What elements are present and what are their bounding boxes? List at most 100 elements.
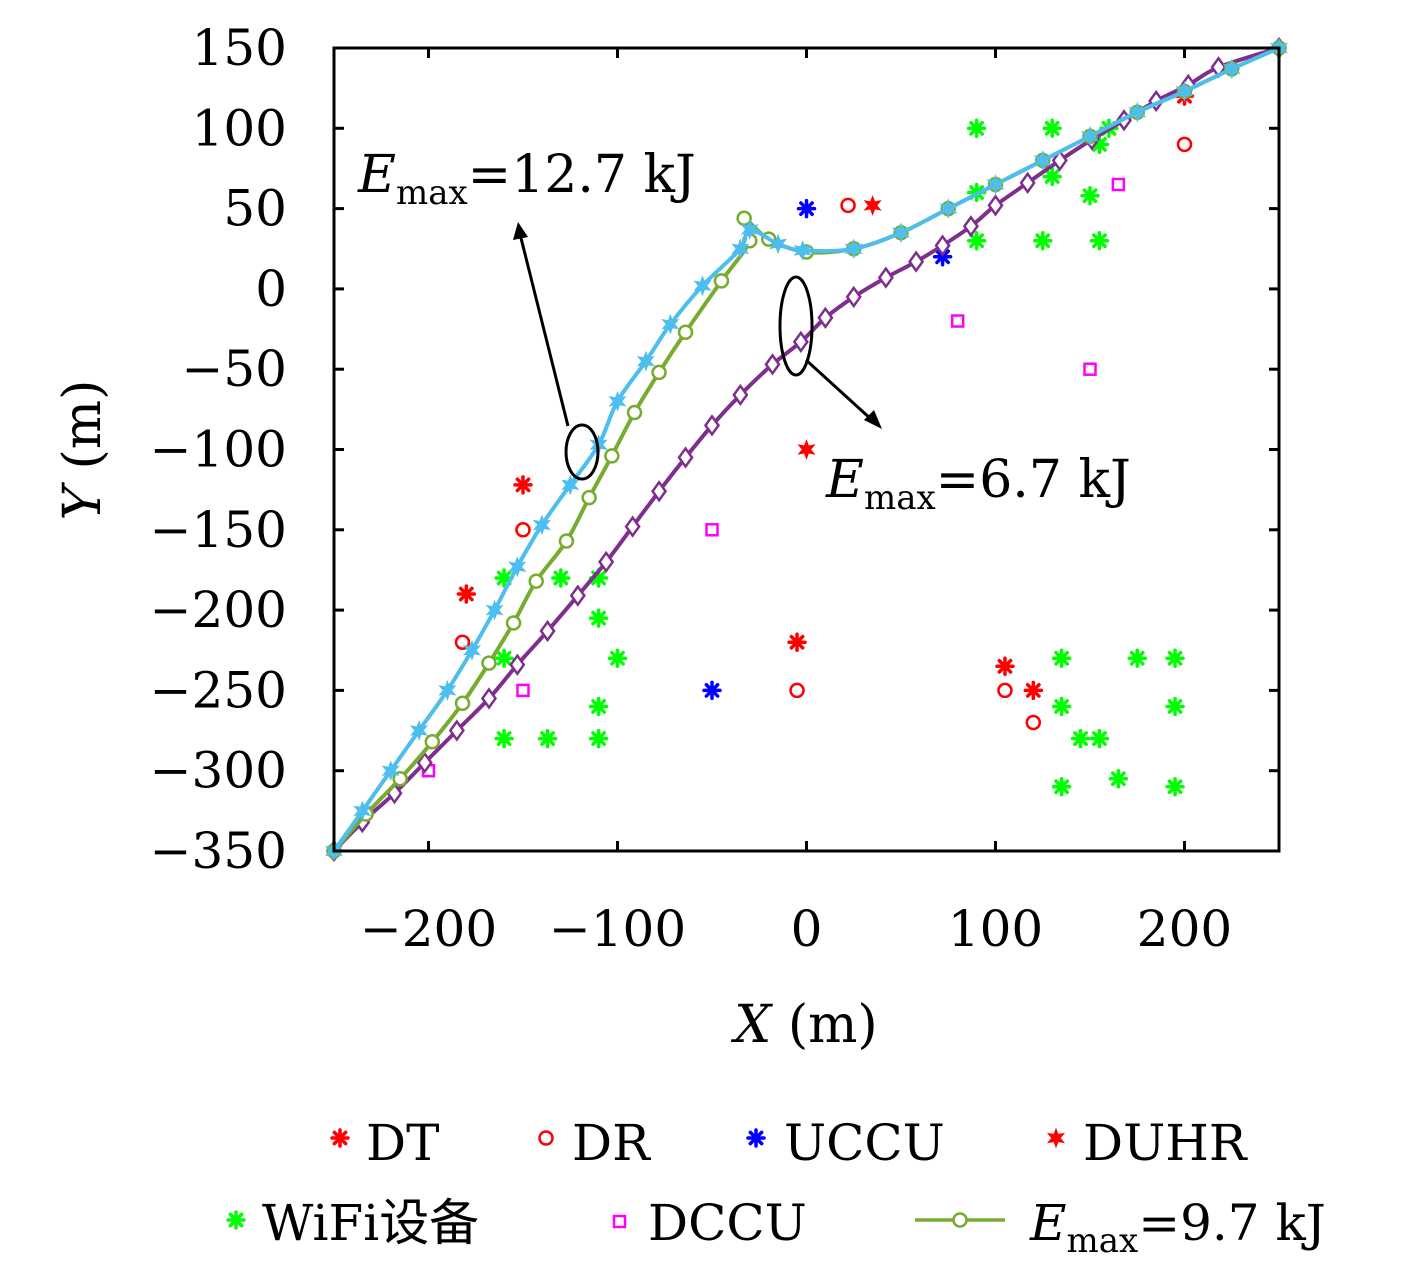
x-tick-label: 0 [791,900,823,958]
line-point-0-8 [532,514,551,536]
line-point-2-23 [987,194,1004,217]
point-asterisk-s4-10 [966,118,987,139]
point-circle-s1-6 [1176,136,1193,153]
annotation-ellipse-6-7 [778,275,814,377]
point-asterisk-s2-0 [796,198,817,219]
star-marker-icon [1046,1127,1066,1149]
y-tick-label: 50 [223,180,287,238]
line-point-0-15 [731,238,750,260]
x-tick-label: −100 [549,900,686,958]
legend-label-uccu: UCCU [784,1114,945,1172]
legend-item-dr: DR [538,1114,651,1172]
line-point-2-14 [732,383,749,407]
arrowhead-icon [864,410,882,429]
line-point-0-16 [740,219,759,240]
point-circle-s1-1 [515,522,531,538]
circle-marker-icon [952,1212,968,1228]
legend-item-dt: DT [330,1114,439,1172]
line-point-2-15 [764,353,781,376]
x-tick-label: 200 [1137,900,1232,958]
point-star6-s3-1 [863,194,882,216]
line-point-2-21 [934,234,951,257]
line-point-0-26 [1175,80,1194,102]
line-point-1-7 [528,573,544,589]
line-point-0-9 [561,474,580,496]
y-tick-label: −100 [150,421,287,479]
line-point-2-12 [677,446,694,469]
legend-item-dccu: DCCU [612,1194,807,1252]
line-point-2-25 [1051,149,1068,172]
y-tick-label: 0 [255,260,287,318]
point-asterisk-s4-6 [607,648,628,669]
line-point-1-13 [677,324,694,341]
point-asterisk-s4-27 [1165,648,1185,669]
point-asterisk-s4-22 [1051,777,1072,797]
line-point-0-13 [661,313,680,335]
y-axis-label: Y (m) [53,380,113,521]
point-square-s5-2 [705,523,719,537]
point-asterisk-s2-1 [702,680,722,701]
line-point-0-5 [462,639,482,661]
line-point-2-5 [480,687,498,710]
line-point-0-4 [438,679,457,701]
legend-item-duhr: DUHR [1046,1114,1248,1172]
line-point-2-22 [962,215,979,238]
duhr-swatch [1046,1127,1066,1149]
line-point-2-16 [792,330,809,354]
point-asterisk-s4-8 [588,728,609,749]
line-point-2-9 [598,550,615,574]
point-asterisk-s0-0 [456,584,477,604]
line-point-0-19 [844,238,863,260]
point-asterisk-s4-12 [966,230,987,251]
line-point-2-3 [416,751,433,774]
point-asterisk-s4-26 [1127,648,1147,669]
line-point-2-4 [448,719,465,742]
line-point-2-8 [569,584,586,607]
point-asterisk-s0-1 [513,475,533,495]
line-point-0-6 [485,599,504,621]
point-square-s5-4 [1083,362,1097,376]
asterisk-marker-icon [226,1210,246,1230]
line-point-2-17 [817,306,834,329]
line-point-0-25 [1128,101,1147,123]
line-point-1-10 [604,448,620,464]
legend-label-dccu: DCCU [648,1194,807,1252]
point-asterisk-s4-17 [1089,230,1110,251]
point-circle-s1-3 [840,197,856,214]
line-point-0-20 [891,222,911,244]
point-asterisk-s4-7 [588,696,609,717]
point-square-s5-1 [516,683,530,698]
line-point-0-21 [939,198,958,220]
line-point-0-24 [1080,125,1100,147]
line-point-2-19 [877,266,894,289]
arrowhead-icon [513,222,528,240]
annotation-label-12-7: Emax=12.7 kJ [357,145,696,213]
line-point-0-18 [793,239,812,261]
point-asterisk-s4-9 [537,728,558,749]
square-marker-icon [612,1214,627,1229]
y-tick-label: 150 [192,19,287,77]
line-point-2-7 [539,619,556,643]
point-circle-s1-0 [454,634,471,650]
point-asterisk-s4-21 [1051,696,1072,717]
y-tick-label: −200 [150,581,287,639]
point-asterisk-s4-1 [494,648,514,669]
line-point-1-3 [424,734,441,750]
point-asterisk-s4-16 [1080,186,1100,206]
point-asterisk-s0-3 [995,656,1015,677]
legend-label-emax-9-7: Emax=9.7 kJ [1029,1194,1326,1261]
line-point-1-11 [626,404,643,421]
x-axis-unit: (m) [788,995,878,1055]
line-point-1-2 [392,770,408,787]
line-point-0-17 [769,233,788,255]
annotation-arrow-6-7 [804,358,874,422]
point-star6-s3-0 [797,439,816,460]
line-point-1-16 [736,210,752,226]
line-point-1-12 [651,364,667,381]
point-asterisk-s4-2 [494,728,514,749]
line-point-1-6 [505,615,522,631]
annotation-label-6-7: Emax=6.7 kJ [825,450,1131,518]
line-point-0-1 [353,800,372,822]
legend-label-dr: DR [572,1114,651,1172]
